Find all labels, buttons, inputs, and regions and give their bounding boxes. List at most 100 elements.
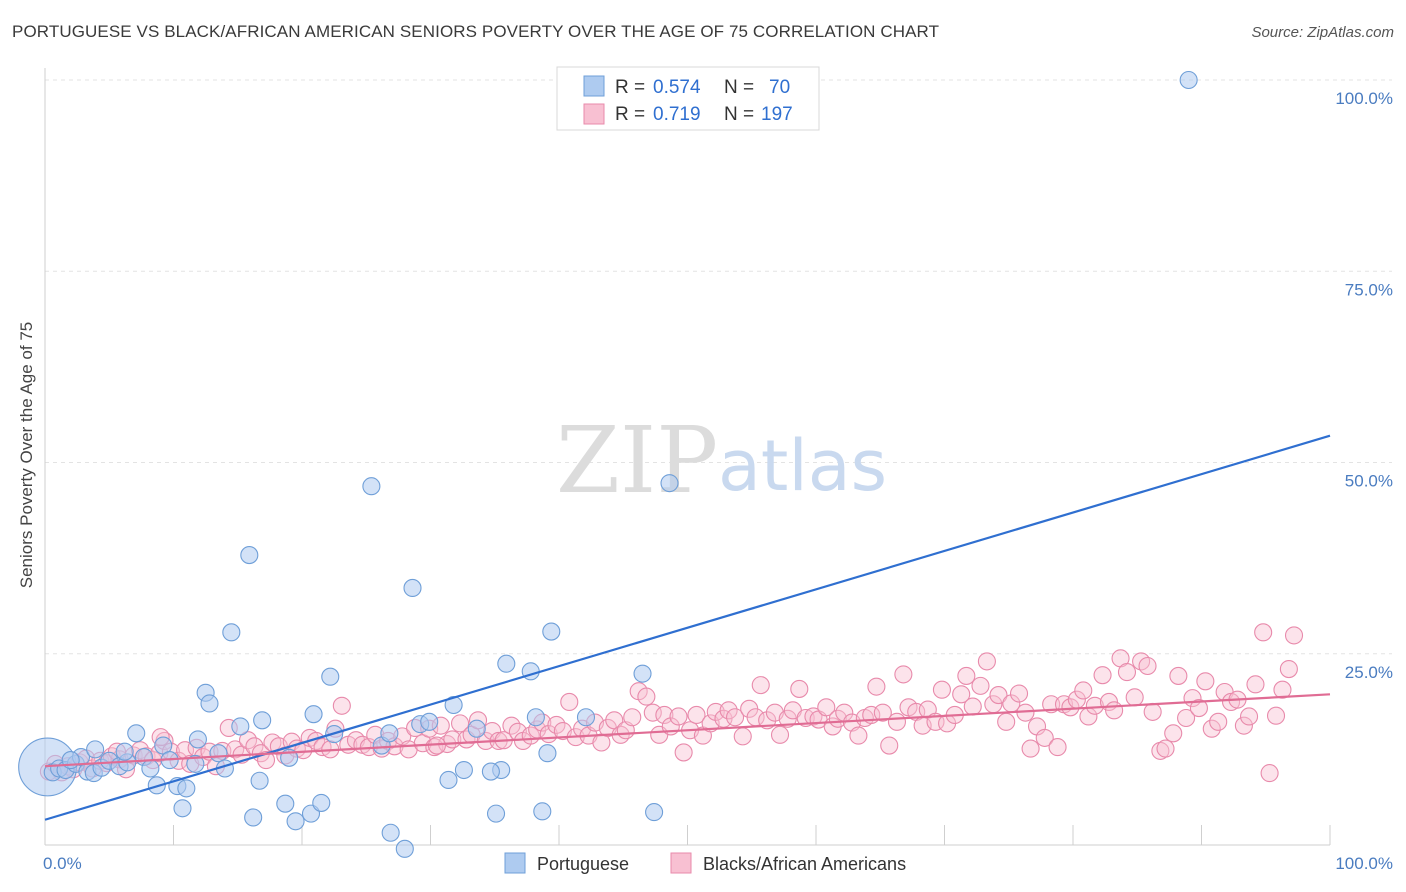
point-portuguese-39 — [381, 823, 400, 842]
point-blacks-171 — [1138, 656, 1157, 676]
point-blacks-169 — [1125, 688, 1144, 707]
x-tick-label-0: 0.0% — [43, 854, 82, 873]
point-blacks-108 — [733, 727, 752, 746]
point-blacks-181 — [1202, 719, 1221, 738]
point-blacks-99 — [674, 743, 693, 762]
point-blacks-149 — [997, 712, 1016, 731]
watermark: ZIP atlas — [556, 407, 887, 514]
point-blacks-132 — [887, 712, 907, 731]
point-blacks-180 — [1196, 672, 1215, 691]
point-portuguese-59 — [1179, 70, 1198, 90]
point-portuguese-21 — [188, 730, 207, 749]
bottom-legend-label-blacks: Blacks/African Americans — [703, 854, 906, 874]
point-portuguese-46 — [454, 760, 473, 780]
point-portuguese-52 — [526, 708, 545, 727]
point-portuguese-23 — [200, 694, 219, 713]
point-portuguese-26 — [222, 623, 241, 642]
point-blacks-166 — [1105, 701, 1124, 720]
legend-r-label-2: R = — [615, 104, 645, 125]
point-portuguese-30 — [250, 771, 269, 790]
legend-r-value-1: 0.574 — [653, 77, 701, 98]
trend-lines — [44, 434, 1331, 821]
point-blacks-133 — [894, 665, 913, 684]
point-portuguese-55 — [576, 708, 596, 727]
y-axis-label: Seniors Poverty Over the Age of 75 — [17, 322, 36, 588]
x-tick-label-1: 100.0% — [1335, 854, 1393, 873]
point-blacks-177 — [1177, 708, 1196, 728]
point-portuguese-61 — [304, 705, 323, 724]
point-portuguese-14 — [141, 759, 160, 778]
trend-line-blacks — [44, 693, 1331, 768]
point-portuguese-65 — [538, 744, 557, 763]
point-blacks-106 — [719, 701, 738, 720]
point-blacks-176 — [1169, 666, 1188, 685]
point-blacks-93 — [637, 687, 656, 706]
series-blacks-points — [39, 623, 1304, 783]
point-blacks-187 — [1239, 707, 1259, 726]
legend: R = 0.574 N = 70 R = 0.719 N = 197 — [556, 66, 820, 131]
point-blacks-164 — [1093, 666, 1112, 685]
point-portuguese-60 — [253, 711, 272, 730]
point-blacks-91 — [623, 708, 642, 727]
point-blacks-121 — [817, 698, 836, 717]
point-blacks-153 — [1021, 739, 1040, 758]
point-blacks-163 — [1085, 696, 1104, 715]
point-blacks-156 — [1042, 695, 1061, 714]
point-blacks-186 — [1234, 716, 1253, 735]
point-blacks-190 — [1260, 764, 1279, 783]
point-blacks-114 — [770, 725, 790, 744]
point-blacks-151 — [1009, 684, 1029, 703]
point-blacks-170 — [1132, 652, 1151, 671]
point-blacks-98 — [669, 707, 688, 726]
point-blacks-139 — [932, 680, 951, 699]
bottom-legend: Portuguese Blacks/African Americans — [504, 852, 906, 874]
point-blacks-168 — [1117, 663, 1137, 682]
point-portuguese-12 — [127, 724, 146, 743]
bottom-legend-label-portuguese: Portuguese — [537, 854, 629, 874]
bottom-legend-swatch-portuguese — [504, 852, 526, 874]
point-blacks-119 — [804, 707, 823, 726]
point-portuguese-41 — [403, 578, 422, 598]
trend-line-portuguese — [44, 434, 1331, 821]
point-portuguese-40 — [395, 839, 414, 858]
point-portuguese-50 — [497, 654, 516, 673]
point-blacks-188 — [1246, 675, 1265, 694]
point-blacks-194 — [1284, 626, 1304, 645]
point-portuguese-63 — [380, 724, 399, 743]
point-blacks-81 — [560, 692, 579, 711]
legend-n-label-1: N = — [724, 77, 754, 98]
point-blacks-129 — [867, 677, 886, 696]
point-blacks-144 — [963, 697, 982, 716]
point-blacks-146 — [977, 652, 996, 671]
legend-swatch-blacks — [583, 103, 605, 125]
point-blacks-175 — [1164, 724, 1183, 743]
point-portuguese-64 — [481, 762, 500, 781]
point-portuguese-37 — [362, 477, 381, 496]
point-blacks-96 — [655, 705, 674, 725]
legend-n-value-2: 197 — [761, 104, 793, 125]
series-portuguese-points — [18, 70, 1198, 858]
legend-n-value-1: 70 — [769, 77, 790, 98]
point-blacks-94 — [643, 703, 662, 722]
point-blacks-174 — [1156, 739, 1175, 758]
point-portuguese-66 — [115, 742, 134, 761]
point-blacks-182 — [1209, 712, 1228, 731]
point-blacks-193 — [1279, 659, 1298, 679]
axes — [44, 68, 1331, 846]
point-blacks-131 — [880, 736, 899, 755]
point-blacks-161 — [1074, 681, 1093, 700]
y-tick-labels: 100.0% 75.0% 50.0% 25.0% — [1335, 89, 1393, 682]
point-portuguese-48 — [486, 804, 506, 823]
point-portuguese-36 — [312, 793, 331, 812]
bottom-legend-swatch-blacks — [670, 852, 692, 874]
point-blacks-46 — [332, 696, 351, 715]
point-portuguese-47 — [467, 719, 486, 738]
point-blacks-191 — [1266, 706, 1286, 725]
point-portuguese-27 — [231, 717, 250, 736]
point-blacks-142 — [952, 685, 971, 704]
point-portuguese-58 — [660, 474, 679, 493]
point-portuguese-53 — [533, 802, 552, 821]
point-blacks-130 — [873, 703, 892, 722]
point-portuguese-56 — [633, 664, 652, 683]
